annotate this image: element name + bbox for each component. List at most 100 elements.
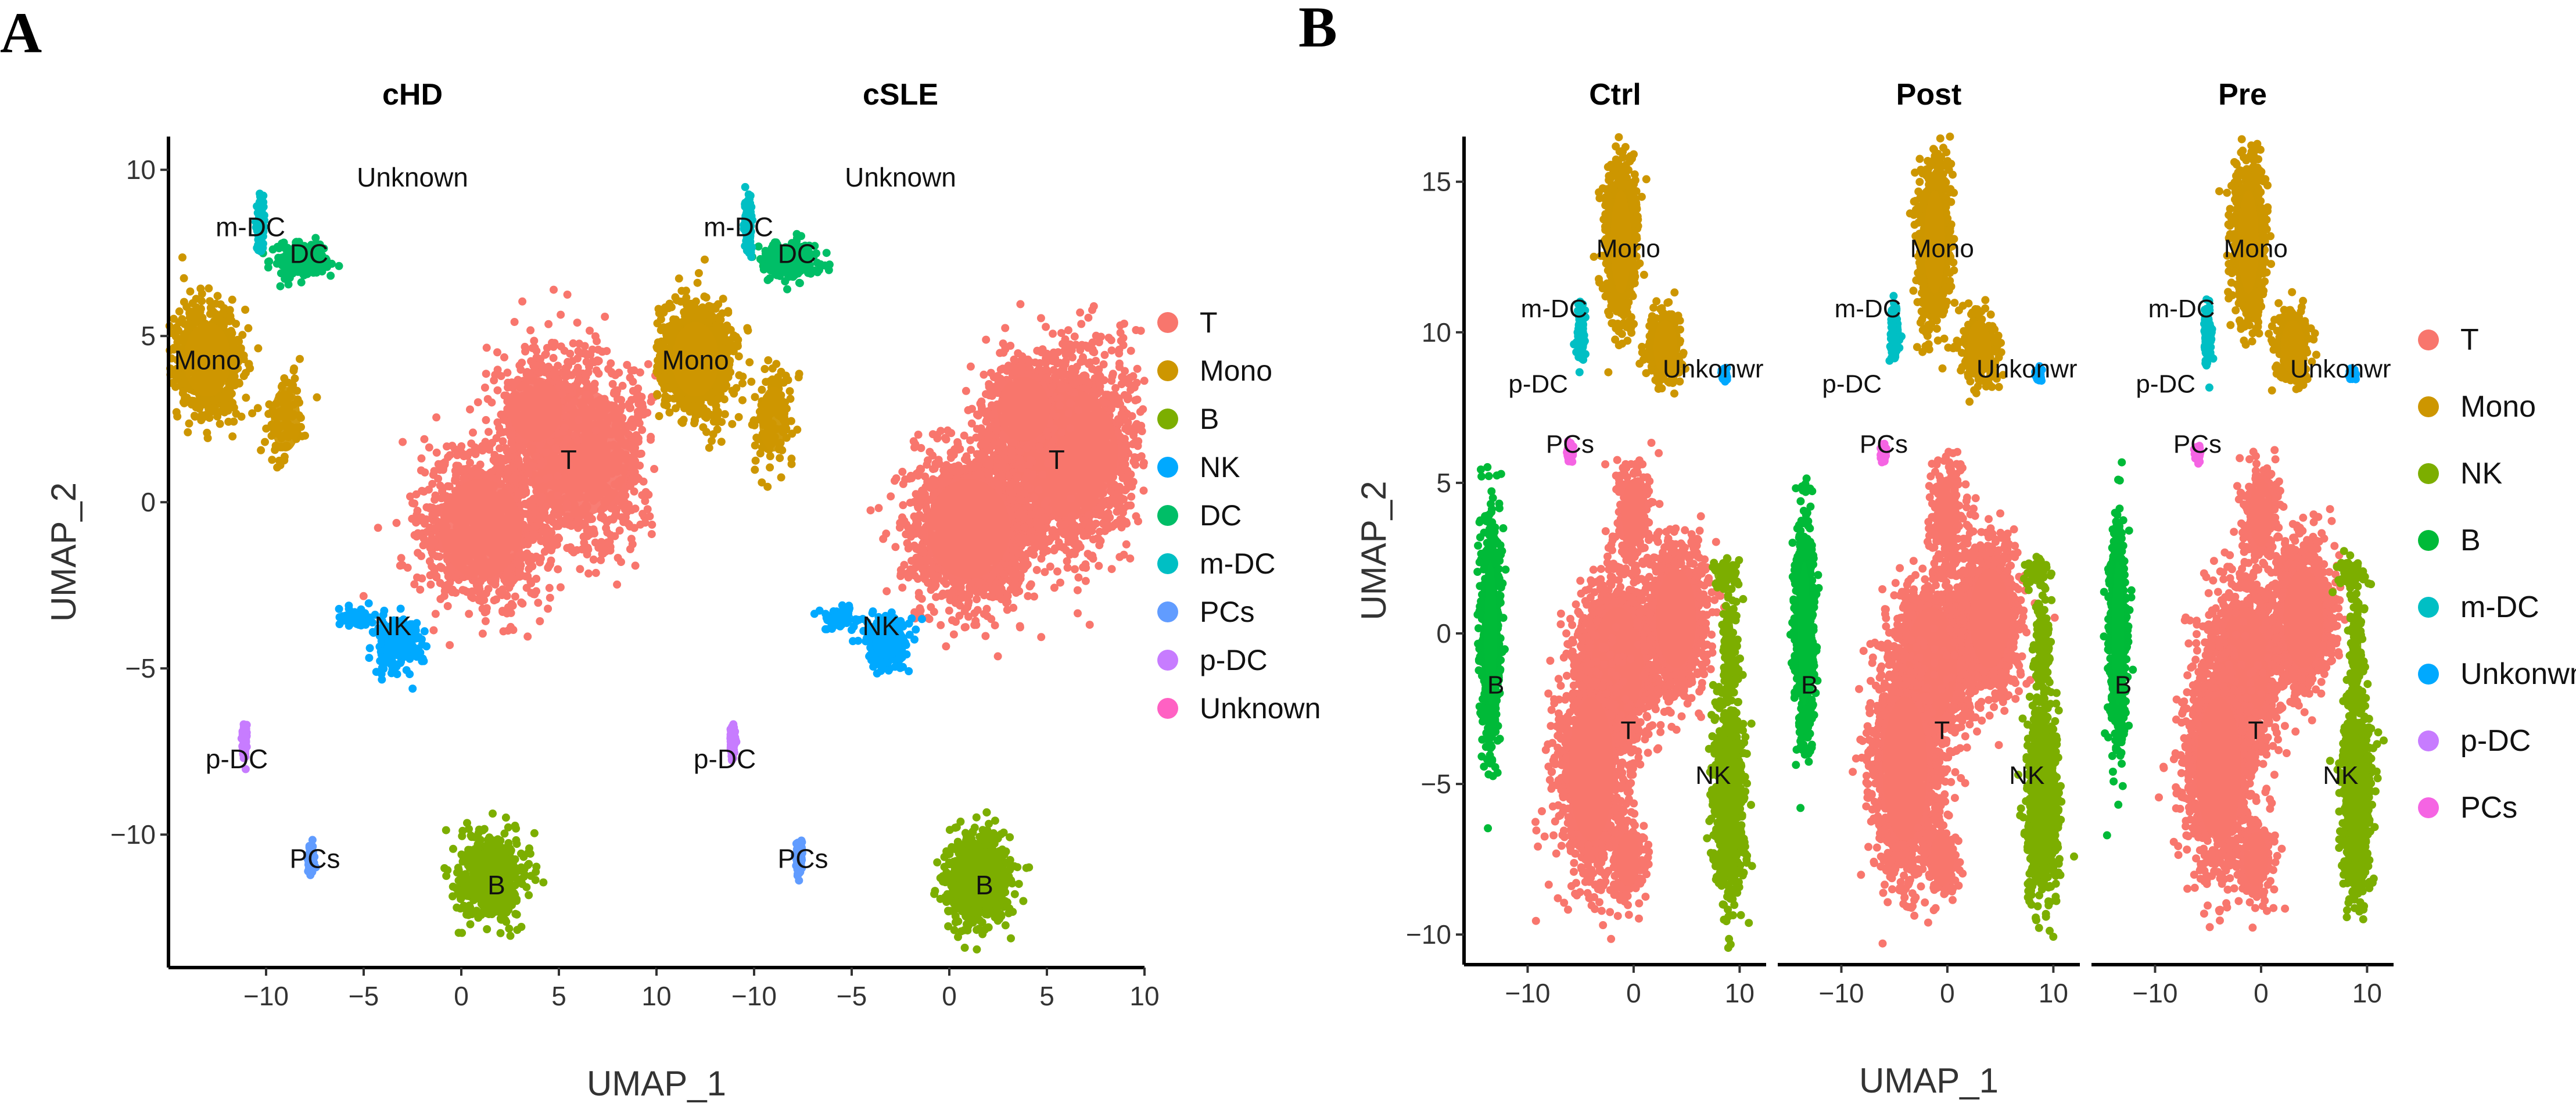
point <box>397 554 406 562</box>
point <box>629 540 637 549</box>
point <box>544 564 552 572</box>
point <box>184 428 192 436</box>
point <box>580 377 589 385</box>
point <box>374 524 382 532</box>
point <box>554 492 562 500</box>
point <box>433 449 441 457</box>
point <box>516 366 525 374</box>
point <box>539 493 547 501</box>
point <box>420 488 428 496</box>
point <box>573 318 582 327</box>
point <box>511 318 519 326</box>
point <box>506 430 514 438</box>
point <box>518 600 526 608</box>
point <box>591 427 600 435</box>
point <box>500 353 508 361</box>
point <box>533 453 541 461</box>
point <box>555 535 563 543</box>
point <box>574 347 582 355</box>
point <box>527 553 535 561</box>
point <box>460 465 468 474</box>
point <box>564 358 572 366</box>
point <box>554 565 562 574</box>
point <box>430 496 439 504</box>
point <box>476 592 485 600</box>
point <box>615 368 623 377</box>
point <box>451 477 459 485</box>
point <box>638 409 647 417</box>
point <box>581 521 589 529</box>
point <box>484 395 492 403</box>
point <box>525 565 533 573</box>
point <box>523 632 532 640</box>
point <box>561 424 569 432</box>
point <box>439 463 447 471</box>
point <box>591 332 600 341</box>
point <box>432 526 440 535</box>
point <box>421 468 429 477</box>
point <box>584 569 593 578</box>
cluster-core <box>509 377 562 442</box>
point <box>586 351 594 359</box>
point <box>591 379 599 388</box>
point <box>574 436 582 445</box>
point <box>476 578 485 586</box>
point <box>604 365 612 373</box>
point <box>498 585 507 593</box>
point <box>625 422 633 430</box>
point <box>564 291 572 299</box>
point <box>584 546 592 554</box>
point <box>598 348 606 356</box>
point <box>466 406 474 414</box>
point <box>498 456 506 464</box>
point <box>532 507 540 515</box>
point <box>644 360 652 368</box>
point <box>592 569 600 577</box>
point <box>514 560 522 568</box>
point <box>614 554 622 562</box>
point <box>549 371 557 379</box>
point <box>562 503 571 511</box>
point <box>430 505 439 513</box>
point <box>628 434 636 442</box>
point <box>647 436 655 444</box>
point <box>573 354 582 363</box>
point <box>583 358 591 366</box>
point <box>629 378 637 386</box>
point <box>472 450 480 458</box>
point <box>437 564 446 572</box>
point <box>467 439 475 447</box>
point <box>641 518 650 526</box>
point <box>595 370 603 378</box>
point <box>509 601 517 610</box>
point <box>534 477 543 485</box>
point <box>244 324 252 332</box>
point <box>444 602 452 610</box>
point <box>650 465 658 473</box>
point <box>510 626 518 634</box>
point <box>561 347 569 355</box>
point <box>474 398 482 406</box>
point <box>481 471 489 479</box>
point <box>607 546 615 554</box>
point <box>554 361 562 370</box>
point <box>496 429 504 437</box>
point <box>537 537 545 545</box>
point <box>532 587 540 595</box>
point <box>440 592 449 600</box>
point <box>518 298 526 306</box>
point <box>396 561 404 569</box>
point <box>571 382 579 391</box>
point <box>474 469 482 477</box>
point <box>613 581 621 589</box>
point <box>428 563 436 571</box>
point <box>557 311 565 319</box>
point <box>576 565 584 573</box>
point <box>582 391 590 399</box>
point <box>601 313 609 321</box>
point <box>492 596 500 604</box>
point <box>563 435 571 443</box>
point <box>634 385 642 393</box>
point <box>498 607 507 615</box>
point <box>547 546 555 554</box>
